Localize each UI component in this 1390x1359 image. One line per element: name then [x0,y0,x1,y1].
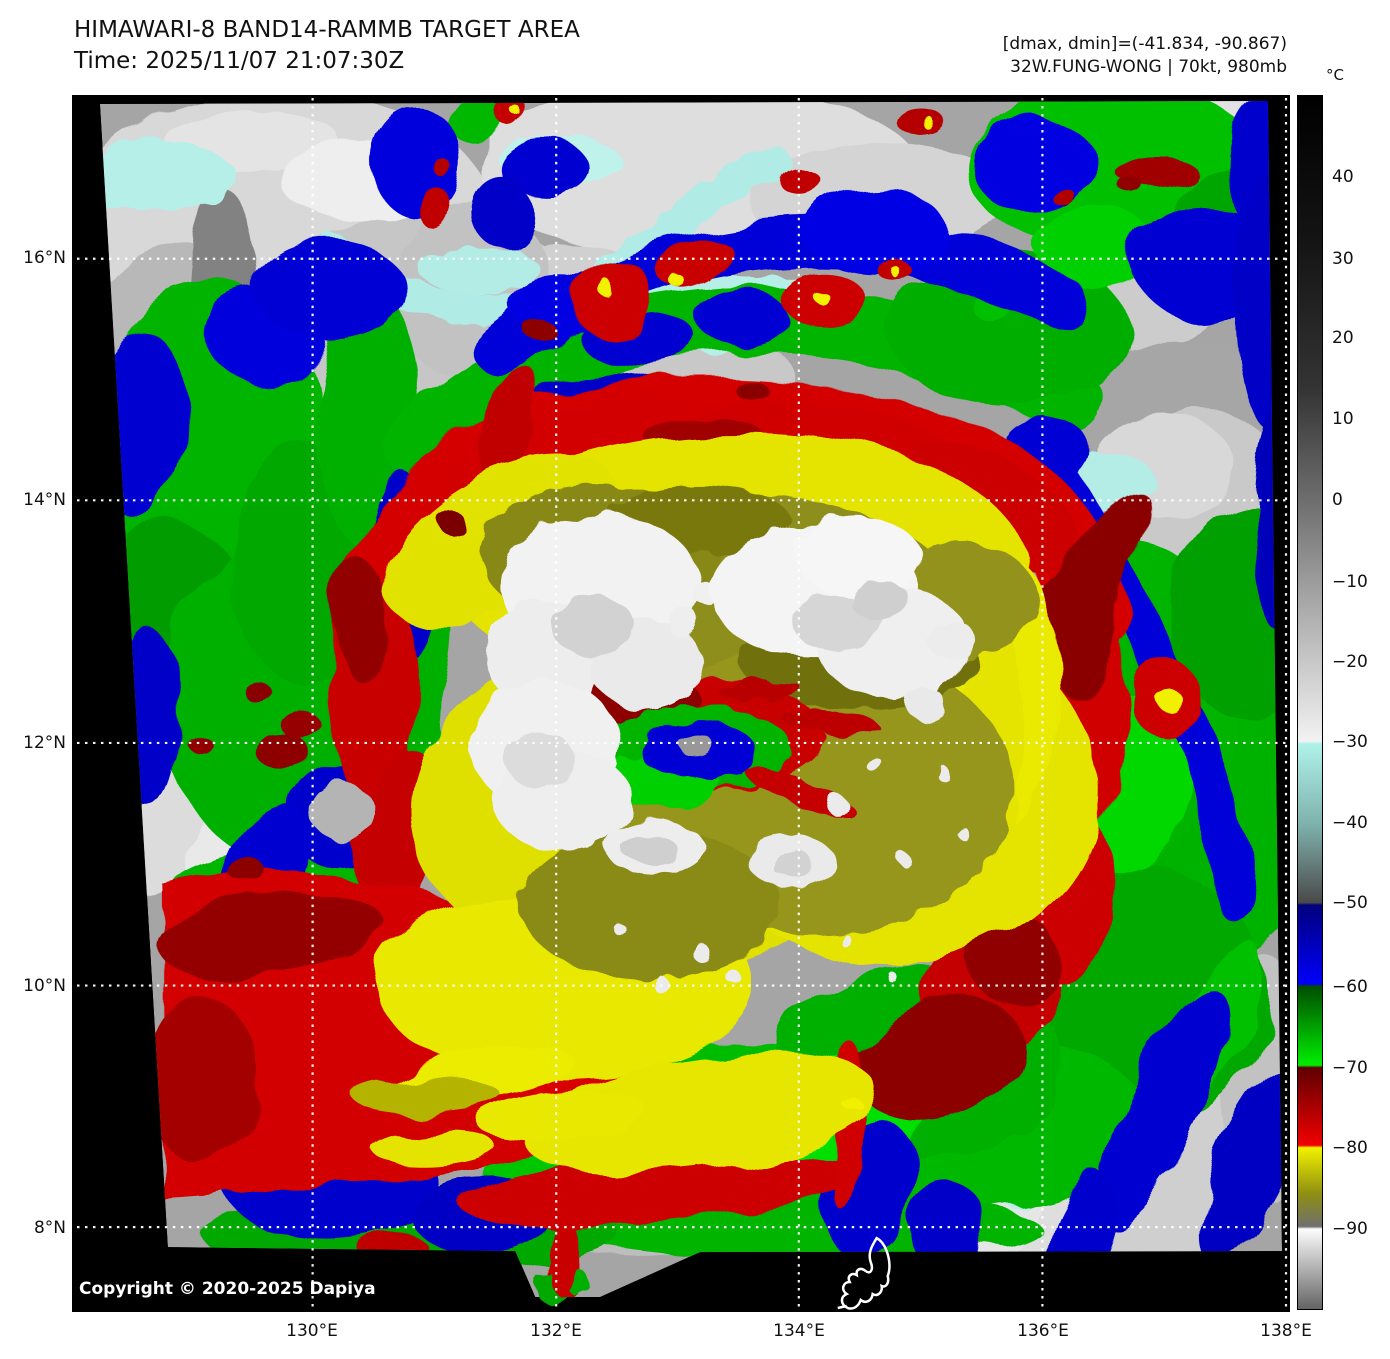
storm-info: 32W.FUNG-WONG | 70kt, 980mb [1010,57,1287,77]
lon-label-136e: 136°E [1017,1321,1069,1341]
copyright-text: Copyright © 2020-2025 Dapiya [79,1279,376,1299]
satellite-data [99,100,1283,1298]
lat-label-14n: 14°N [23,490,66,510]
page-title: HIMAWARI-8 BAND14-RAMMB TARGET AREA [74,17,580,43]
lat-label-12n: 12°N [23,733,66,753]
colorbar-tick: −70 [1332,1058,1368,1078]
lat-label-8n: 8°N [33,1218,66,1238]
overshoot-tops-layer [310,105,1184,1254]
colorbar-gradient [1297,95,1323,1310]
lon-label-130e: 130°E [286,1321,338,1341]
colorbar-unit-label: °C [1326,66,1344,84]
colorbar-tick: −80 [1332,1138,1368,1158]
satellite-plot-area [72,95,1290,1312]
colorbar-tick: −50 [1332,893,1368,913]
colorbar-tick: 30 [1332,249,1354,269]
lat-label-10n: 10°N [23,976,66,996]
colorbar-tick: −10 [1332,572,1368,592]
lon-label-138e: 138°E [1260,1321,1312,1341]
lon-label-134e: 134°E [773,1321,825,1341]
timestamp: Time: 2025/11/07 21:07:30Z [74,48,405,74]
colorbar-tick: −60 [1332,977,1368,997]
colorbar-tick: −30 [1332,732,1368,752]
colorbar-tick: 10 [1332,409,1354,429]
dmax-dmin-readout: [dmax, dmin]=(-41.834, -90.867) [1002,34,1287,54]
colorbar-tick: −40 [1332,813,1368,833]
lat-label-16n: 16°N [23,248,66,268]
header-right-info: [dmax, dmin]=(-41.834, -90.867) 32W.FUNG… [1003,33,1287,79]
island-outline-palau [837,1236,891,1310]
colorbar-tick: 20 [1332,328,1354,348]
colorbar-tick: 40 [1332,167,1354,187]
colorbar-tick: −20 [1332,652,1368,672]
colorbar-tick: 0 [1332,490,1343,510]
satellite-image [76,97,1288,1310]
graticule-gridlines [76,97,1288,1308]
lon-label-132e: 132°E [530,1321,582,1341]
colorbar-tick: −90 [1332,1219,1368,1239]
